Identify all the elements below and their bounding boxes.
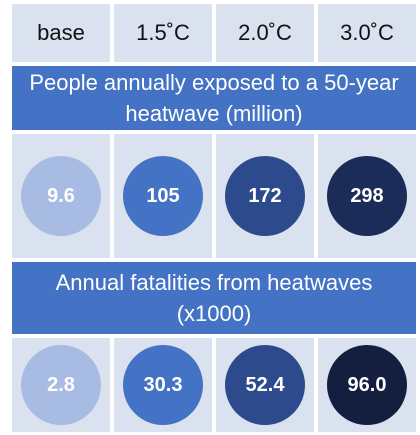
column-header: 1.5˚C <box>114 4 212 62</box>
section-title: People annually exposed to a 50-year hea… <box>12 66 416 130</box>
value-circle: 298 <box>327 156 407 236</box>
column-header: 3.0˚C <box>318 4 416 62</box>
value-cell: 96.0 <box>318 338 416 432</box>
value-circle: 52.4 <box>225 345 305 425</box>
value-cell: 172 <box>216 134 314 258</box>
value-cell: 9.6 <box>12 134 110 258</box>
value-cell: 30.3 <box>114 338 212 432</box>
value-circle: 2.8 <box>21 345 101 425</box>
value-cell: 298 <box>318 134 416 258</box>
value-circle: 96.0 <box>327 345 407 425</box>
column-header: base <box>12 4 110 62</box>
value-circle: 9.6 <box>21 156 101 236</box>
value-circle: 172 <box>225 156 305 236</box>
section-title: Annual fatalities from heatwaves (x1000) <box>12 262 416 334</box>
column-header: 2.0˚C <box>216 4 314 62</box>
value-circle: 30.3 <box>123 345 203 425</box>
value-cell: 105 <box>114 134 212 258</box>
value-cell: 2.8 <box>12 338 110 432</box>
value-cell: 52.4 <box>216 338 314 432</box>
value-circle: 105 <box>123 156 203 236</box>
